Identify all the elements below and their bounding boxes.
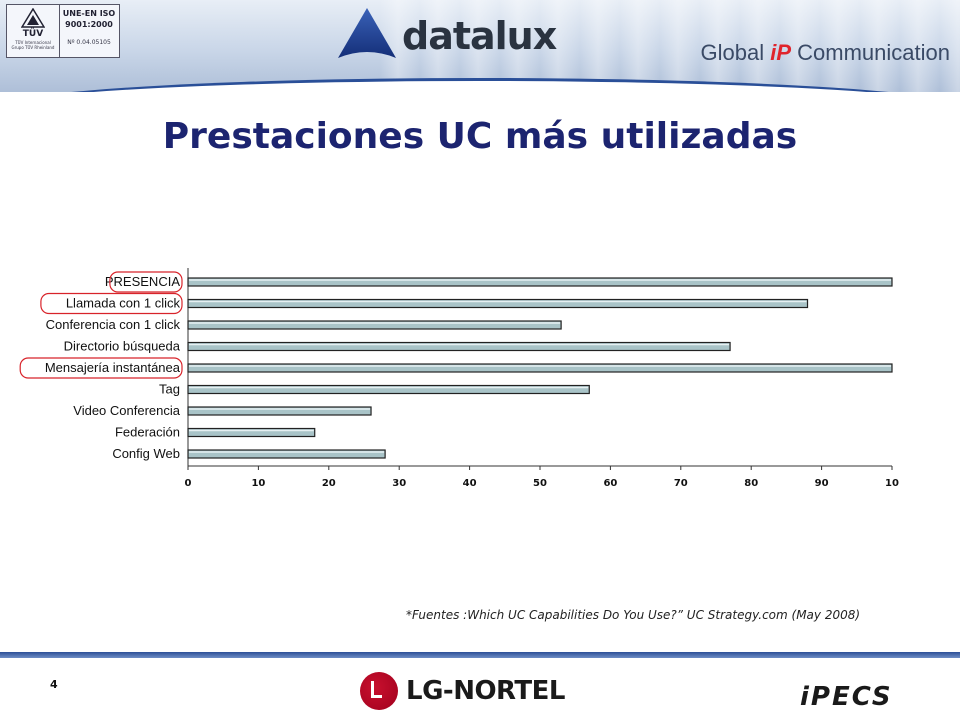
highlight-outline: [109, 271, 183, 293]
x-tick-label: 90: [815, 478, 829, 489]
page-number: 4: [50, 678, 58, 691]
datalux-logo: datalux: [336, 6, 557, 66]
bar: [187, 406, 372, 416]
category-label: Tag: [159, 382, 180, 397]
uc-features-chart: PRESENCIA Llamada con 1 click Conferencia …: [0, 260, 960, 500]
lg-face-icon: [360, 672, 398, 710]
x-tick-label: 60: [603, 478, 617, 489]
bar: [187, 320, 562, 330]
tuv-label: TÜV: [22, 29, 44, 39]
x-tick-label: 10: [251, 478, 265, 489]
datalux-triangle-icon: [338, 8, 396, 58]
tagline-communication: Communication: [791, 40, 950, 65]
category-label: Mensajería instantánea: [45, 360, 181, 375]
bar-chart: PRESENCIA Llamada con 1 click Conferencia …: [19, 268, 899, 489]
tuv-triangle-icon: [21, 8, 45, 28]
certification-badge: TÜV TÜV Internacional Grupo TÜV Rheinlan…: [6, 4, 120, 58]
lg-nortel-logo: LG-NORTEL: [360, 672, 600, 712]
datalux-wordmark: datalux: [402, 14, 557, 58]
ipecs-logo: iPECS: [800, 682, 893, 712]
slide-title: Prestaciones UC más utilizadas: [162, 116, 798, 157]
bar: [187, 427, 316, 438]
header-decoration: [380, 0, 960, 92]
source-note: *Fuentes :Which UC Capabilities Do You U…: [406, 608, 861, 622]
tuv-small-text: TÜV Internacional Grupo TÜV Rheinland: [11, 40, 55, 50]
category-label: Video Conferencia: [73, 403, 180, 418]
highlight-outline: [40, 292, 183, 315]
category-label: Config Web: [112, 446, 180, 461]
lg-nortel-wordmark: LG-NORTEL: [406, 676, 565, 706]
x-tick-label: 30: [392, 478, 406, 489]
category-label: Conferencia con 1 click: [46, 317, 181, 332]
x-tick-label: 40: [463, 478, 477, 489]
tagline-ip: iP: [770, 40, 792, 65]
tagline-global: Global: [700, 40, 771, 65]
x-tick-label: 20: [322, 478, 336, 489]
slide-header: TÜV TÜV Internacional Grupo TÜV Rheinlan…: [0, 0, 960, 92]
category-label: PRESENCIA: [105, 274, 180, 289]
bar: [187, 449, 386, 459]
footer-divider: [0, 652, 960, 658]
tuv-logo: TÜV TÜV Internacional Grupo TÜV Rheinlan…: [7, 5, 60, 57]
x-tick-label: 10: [885, 478, 899, 489]
bar: [187, 277, 893, 287]
iso-line-1: UNE-EN ISO: [62, 9, 116, 18]
x-tick-label: 0: [185, 478, 192, 489]
cert-number: Nº 0.04.05105: [67, 39, 111, 46]
iso-line-2: 9001:2000: [65, 20, 113, 29]
category-label: Llamada con 1 click: [66, 296, 181, 311]
x-tick-label: 80: [744, 478, 758, 489]
highlight-outline: [19, 357, 183, 379]
header-swoosh: [0, 78, 960, 92]
iso-label: UNE-EN ISO 9001:2000: [60, 8, 118, 30]
x-tick-label: 50: [533, 478, 547, 489]
bar: [187, 384, 590, 395]
tagline: Global iP Communication: [701, 40, 950, 66]
bar: [187, 363, 893, 373]
bar: [187, 298, 809, 309]
x-tick-label: 70: [674, 478, 688, 489]
category-label: Federación: [115, 425, 180, 440]
bar: [187, 341, 731, 352]
category-label: Directorio búsqueda: [64, 339, 181, 354]
